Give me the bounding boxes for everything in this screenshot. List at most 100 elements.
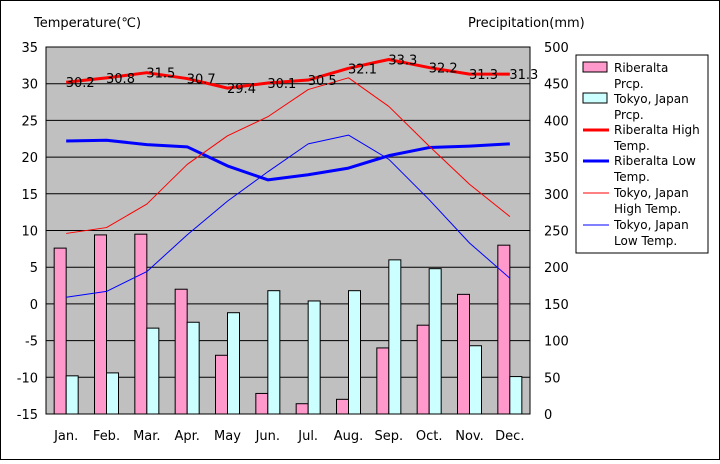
y-left-axis-title: Temperature(℃) [33, 16, 141, 31]
legend-label-line: Riberalta [614, 61, 668, 75]
legend-label-line: Low Temp. [614, 234, 677, 248]
x-tick-label: Oct. [416, 429, 443, 444]
y-left-tick-label: -15 [17, 408, 38, 423]
y-left-tick-label: 30 [21, 78, 38, 93]
data-label-riberalta-high: 30.5 [308, 74, 337, 89]
data-label-riberalta-high: 32.2 [429, 62, 458, 77]
y-right-tick-label: 200 [544, 261, 569, 276]
bar-riberalta-prcp [497, 244, 511, 415]
y-left-tick-label: 0 [30, 298, 38, 313]
line-riberalta-high [66, 57, 510, 90]
legend-label: Tokyo, Japan Prcp. [613, 92, 689, 122]
bar-tokyo-prcp [428, 268, 442, 415]
bar-tokyo-prcp [469, 345, 482, 415]
x-tick-label: May [214, 429, 241, 444]
lines [66, 57, 511, 298]
legend-label: Tokyo, Japan High Temp. [613, 186, 689, 216]
legend-swatch [582, 92, 608, 104]
y-left-tick-label: -10 [17, 371, 38, 386]
x-tick-label: Nov. [455, 429, 484, 444]
bar-riberalta-prcp [295, 403, 309, 415]
y-right-tick-label: 0 [544, 408, 552, 423]
y-right-tick-labels: 0 50 100 150 200 250 300 350 400 450 500 [544, 41, 569, 423]
y-left-tick-label: 20 [21, 151, 38, 166]
bar-tokyo-prcp [267, 290, 281, 415]
y-left-tick-label: 25 [21, 114, 38, 129]
bars [53, 233, 523, 415]
y-right-tick-label: 450 [544, 78, 569, 93]
bar-tokyo-prcp [227, 312, 240, 415]
y-left-tick-label: 10 [21, 225, 38, 240]
y-right-tick-label: 100 [544, 335, 569, 350]
y-right-tick-label: 400 [544, 114, 569, 129]
x-tick-label: Sep. [375, 429, 404, 444]
bar-tokyo-prcp [509, 376, 523, 415]
legend-label-line: Tokyo, Japan [613, 186, 689, 200]
data-label-riberalta-high: 32.1 [348, 62, 377, 77]
bar-riberalta-prcp [336, 398, 349, 415]
y-right-tick-label: 50 [544, 371, 561, 386]
legend-label-line: Prcp. [614, 77, 644, 91]
bar-riberalta-prcp [376, 347, 390, 415]
y-left-tick-label: -5 [25, 335, 38, 350]
legend-label: Riberalta Prcp. [614, 61, 668, 91]
legend-label-line: Temp. [613, 139, 650, 153]
y-right-tick-label: 350 [544, 151, 569, 166]
data-label-riberalta-high: 30.2 [66, 76, 95, 91]
data-label-riberalta-high: 31.3 [469, 68, 498, 83]
y-right-tick-label: 300 [544, 188, 569, 203]
data-label-riberalta-high: 30.8 [106, 72, 135, 87]
y-right-tick-label: 150 [544, 298, 569, 313]
bar-riberalta-prcp [174, 288, 188, 415]
bar-riberalta-prcp [94, 234, 107, 415]
y-left-tick-label: 5 [30, 261, 38, 276]
data-label-riberalta-high: 33.3 [388, 53, 417, 68]
bar-riberalta-prcp [255, 392, 269, 415]
data-label-riberalta-high: 31.5 [146, 67, 175, 82]
legend-label-line: Riberalta Low [614, 154, 696, 168]
data-label-riberalta-high: 30.1 [267, 77, 296, 92]
legend-label-line: Prcp. [614, 108, 644, 122]
bar-tokyo-prcp [388, 259, 402, 415]
bar-tokyo-prcp [186, 321, 200, 415]
bar-tokyo-prcp [146, 327, 160, 415]
bar-riberalta-prcp [134, 233, 148, 415]
bar-riberalta-prcp [53, 247, 67, 415]
bar-tokyo-prcp [106, 372, 119, 415]
data-label-riberalta-high: 29.4 [227, 82, 256, 97]
x-tick-label: Apr. [174, 429, 199, 444]
legend: Riberalta Prcp.Tokyo, Japan Prcp.Riberalta… [582, 61, 700, 248]
legend-swatch [582, 61, 608, 73]
data-label-riberalta-high: 30.7 [187, 73, 216, 88]
y-right-tick-label: 500 [544, 41, 569, 56]
x-tick-label: Feb. [93, 429, 120, 444]
legend-label-line: Tokyo, Japan [613, 92, 689, 106]
grid-lines [46, 83, 530, 378]
data-label-riberalta-high: 31.3 [509, 68, 538, 83]
y-right-axis-title: Precipitation(mm) [468, 16, 585, 31]
bar-tokyo-prcp [348, 290, 361, 415]
y-left-tick-label: 35 [21, 41, 38, 56]
legend-label-line: High Temp. [614, 202, 681, 216]
bar-riberalta-prcp [416, 324, 430, 415]
y-left-tick-label: 15 [21, 188, 38, 203]
bar-riberalta-prcp [457, 293, 470, 415]
x-tick-label: Aug. [334, 429, 364, 444]
x-tick-label: Jun. [255, 429, 280, 444]
legend-label-line: Tokyo, Japan [613, 218, 689, 232]
bar-riberalta-prcp [215, 354, 228, 415]
legend-label: Tokyo, Japan Low Temp. [613, 218, 689, 248]
legend-label: Riberalta High Temp. [613, 123, 700, 153]
bar-tokyo-prcp [65, 375, 79, 415]
line-tokyo-low [66, 134, 511, 298]
legend-label-line: Temp. [613, 170, 650, 184]
legend-label-line: Riberalta High [614, 123, 700, 137]
bar-tokyo-prcp [307, 300, 321, 415]
x-tick-labels: Jan. Feb. Mar. Apr. May Jun. Jul. Aug. Sep. Oct. N… [53, 429, 524, 444]
x-tick-label: Dec. [495, 429, 524, 444]
line-riberalta-low [66, 138, 510, 182]
x-tick-label: Mar. [133, 429, 160, 444]
x-tick-label: Jan. [53, 429, 78, 444]
